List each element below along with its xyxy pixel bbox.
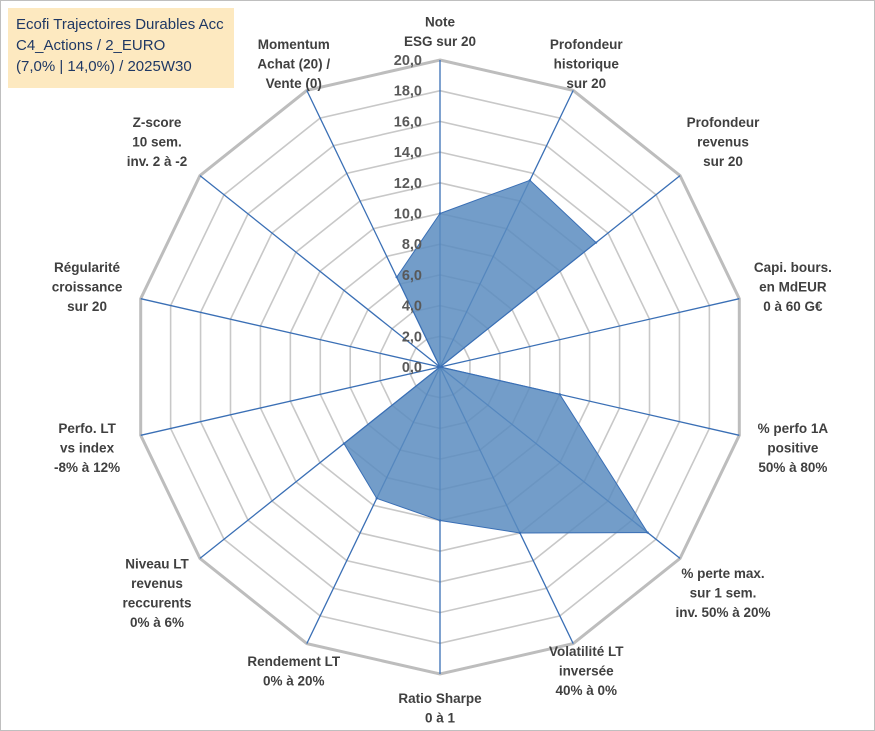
axis-label-line: Rendement LT bbox=[247, 654, 341, 669]
tick-label: 4,0 bbox=[402, 299, 422, 315]
axis-spoke bbox=[140, 298, 441, 368]
axis-label-line: sur 20 bbox=[67, 299, 107, 314]
axis-label-line: Volatilité LT bbox=[549, 644, 624, 659]
chart-title-line-3: (7,0% | 14,0%) / 2025W30 bbox=[16, 58, 192, 75]
axis-label: Régularité croissance sur 20 bbox=[52, 260, 123, 314]
axis-label-line: -8% à 12% bbox=[54, 460, 120, 475]
axis-label-line: Profondeur bbox=[550, 37, 623, 52]
tick-label: 16,0 bbox=[394, 114, 422, 130]
axis-label-line: revenus bbox=[697, 134, 749, 149]
axis-label-line: positive bbox=[767, 441, 819, 456]
tick-label: 12,0 bbox=[394, 176, 422, 192]
chart-title-line-1: Ecofi Trajectoires Durables Acc bbox=[16, 16, 224, 33]
axis-label-line: vs index bbox=[60, 441, 115, 456]
axis-label-line: 10 sem. bbox=[132, 134, 182, 149]
axis-label-line: 0% à 20% bbox=[263, 673, 325, 688]
series-area bbox=[343, 179, 649, 534]
axis-label-line: 0 à 60 G€ bbox=[763, 299, 823, 314]
axis-label: Niveau LT revenus reccurents 0% à 6% bbox=[122, 556, 191, 630]
axis-label-line: 50% à 80% bbox=[758, 460, 827, 475]
axis-label-line: croissance bbox=[52, 279, 123, 294]
axis-label-line: Régularité bbox=[54, 260, 121, 275]
axis-label: % perte max. sur 1 sem. inv. 50% à 20% bbox=[675, 566, 770, 620]
tick-label: 2,0 bbox=[402, 329, 422, 345]
data-point bbox=[342, 442, 346, 445]
axis-label-line: sur 1 sem. bbox=[690, 586, 757, 601]
axis-label-line: 40% à 0% bbox=[555, 683, 617, 698]
tick-label: 18,0 bbox=[394, 84, 422, 100]
axis-label-line: Achat (20) / bbox=[257, 56, 330, 71]
tick-label: 8,0 bbox=[402, 237, 422, 253]
axis-label-line: ESG sur 20 bbox=[404, 34, 476, 49]
axis-label-line: Perfo. LT bbox=[58, 421, 116, 436]
axis-spoke bbox=[199, 175, 441, 368]
axis-label: Rendement LT 0% à 20% bbox=[247, 654, 341, 689]
axis-label: Momentum Achat (20) / Vente (0) bbox=[257, 37, 330, 91]
tick-label: 0,0 bbox=[402, 360, 422, 376]
axis-label-line: en MdEUR bbox=[759, 279, 827, 294]
axis-label: Note ESG sur 20 bbox=[404, 15, 476, 50]
axis-label-line: Z-score bbox=[133, 115, 182, 130]
chart-title-line-2: C4_Actions / 2_EURO bbox=[16, 37, 166, 54]
axis-label-line: Ratio Sharpe bbox=[398, 691, 482, 706]
data-point bbox=[375, 497, 378, 500]
data-point bbox=[438, 365, 442, 369]
data-point bbox=[594, 241, 598, 244]
axis-label: Perfo. LT vs index -8% à 12% bbox=[54, 421, 120, 475]
axis-label-line: inversée bbox=[559, 664, 614, 679]
axis-label-line: Profondeur bbox=[687, 115, 760, 130]
data-point bbox=[646, 531, 649, 534]
data-point bbox=[518, 531, 522, 535]
data-point bbox=[558, 393, 561, 396]
axis-label-line: Niveau LT bbox=[125, 556, 189, 571]
axis-label-line: inv. 50% à 20% bbox=[675, 605, 770, 620]
axis-spoke bbox=[140, 366, 441, 436]
axis-label-line: Momentum bbox=[258, 37, 330, 52]
axis-label-line: Note bbox=[425, 15, 455, 30]
axis-label-line: sur 20 bbox=[566, 76, 606, 91]
chart-title-box: Ecofi Trajectoires Durables Acc C4_Actio… bbox=[8, 8, 234, 88]
data-point bbox=[438, 212, 442, 215]
axis-label-line: Vente (0) bbox=[266, 76, 322, 91]
axis-label: Z-score 10 sem. inv. 2 à -2 bbox=[127, 115, 188, 169]
axis-label-line: reccurents bbox=[122, 595, 191, 610]
data-point bbox=[438, 519, 442, 522]
axis-label-line: historique bbox=[554, 56, 620, 71]
axis-label: Volatilité LT inversée 40% à 0% bbox=[549, 644, 624, 698]
tick-label: 14,0 bbox=[394, 145, 422, 161]
axis-label-line: % perte max. bbox=[681, 566, 764, 581]
data-point bbox=[395, 275, 398, 279]
axis-spoke bbox=[439, 298, 740, 368]
axis-label: Profondeur historique sur 20 bbox=[550, 37, 623, 91]
axis-label: Capi. bours. en MdEUR 0 à 60 G€ bbox=[754, 260, 832, 314]
axis-label-line: Capi. bours. bbox=[754, 260, 832, 275]
tick-label: 10,0 bbox=[394, 207, 422, 223]
axis-label: Profondeur revenus sur 20 bbox=[687, 115, 760, 169]
axis-label-line: 0% à 6% bbox=[130, 615, 184, 630]
tick-label: 6,0 bbox=[402, 268, 422, 284]
axis-label: % perfo 1A positive 50% à 80% bbox=[758, 421, 829, 475]
axis-label-line: % perfo 1A bbox=[758, 421, 829, 436]
axis-label-line: inv. 2 à -2 bbox=[127, 154, 188, 169]
axis-label-line: sur 20 bbox=[703, 154, 743, 169]
axis-label-line: 0 à 1 bbox=[425, 711, 456, 726]
axis-label: Ratio Sharpe 0 à 1 bbox=[398, 691, 482, 726]
data-point bbox=[528, 179, 532, 182]
tick-label: 20,0 bbox=[394, 53, 422, 69]
axis-label-line: revenus bbox=[131, 576, 183, 591]
